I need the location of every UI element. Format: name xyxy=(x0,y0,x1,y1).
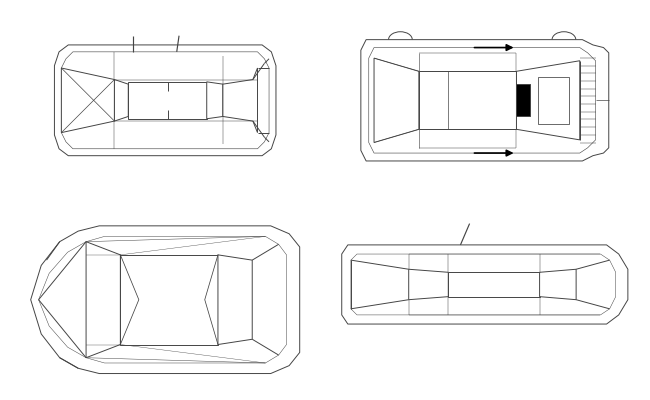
Polygon shape xyxy=(207,82,223,119)
Polygon shape xyxy=(114,80,128,121)
Polygon shape xyxy=(61,68,114,133)
Polygon shape xyxy=(86,242,120,358)
Polygon shape xyxy=(55,45,276,156)
Polygon shape xyxy=(409,269,448,300)
Polygon shape xyxy=(374,58,419,142)
Polygon shape xyxy=(342,245,628,324)
Polygon shape xyxy=(419,71,517,129)
Polygon shape xyxy=(538,76,569,124)
Polygon shape xyxy=(517,61,580,140)
Polygon shape xyxy=(223,68,257,133)
Polygon shape xyxy=(31,226,300,374)
Polygon shape xyxy=(218,255,252,344)
Polygon shape xyxy=(128,82,207,119)
Polygon shape xyxy=(517,84,530,116)
Polygon shape xyxy=(361,40,609,161)
Polygon shape xyxy=(448,272,540,297)
Polygon shape xyxy=(120,255,218,344)
Polygon shape xyxy=(540,269,576,300)
